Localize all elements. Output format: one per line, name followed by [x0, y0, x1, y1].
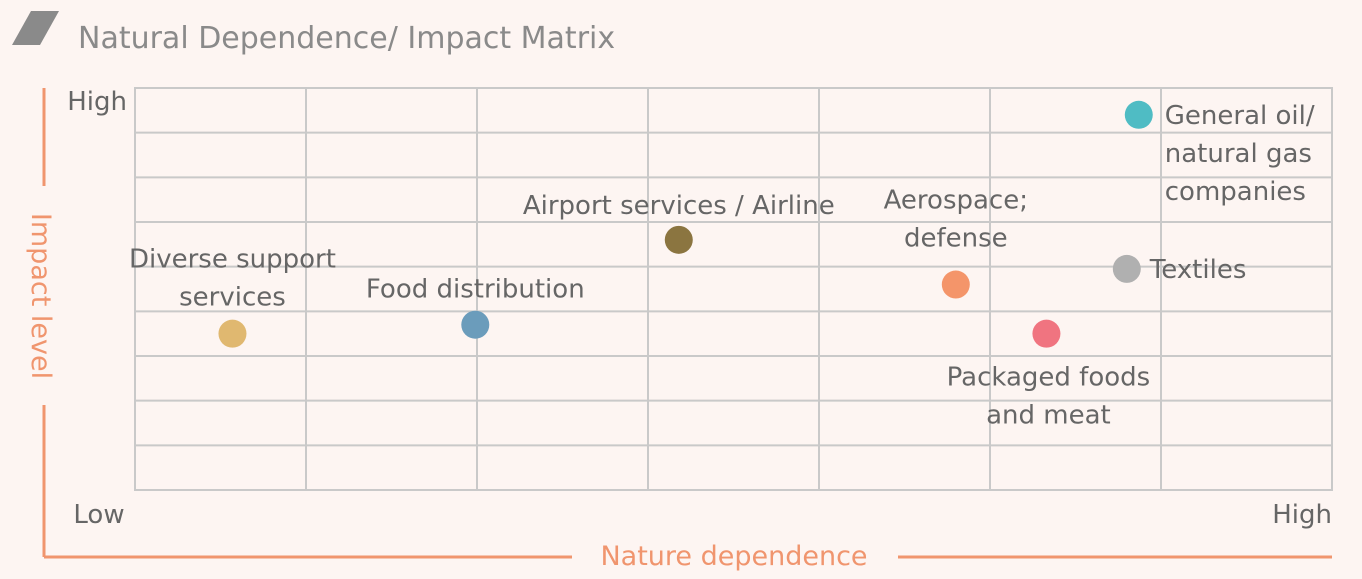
- point-label-general-oil-natural-gas-companies: companies: [1165, 177, 1306, 207]
- point-label-general-oil-natural-gas-companies: General oil/: [1165, 101, 1315, 131]
- x-axis-title: Nature dependence: [600, 541, 867, 572]
- point-packaged-foods-and-meat: [1032, 319, 1061, 348]
- point-airport-services-airline: [664, 225, 693, 254]
- point-label-diverse-support-services: services: [179, 283, 286, 313]
- point-label-packaged-foods-and-meat: and meat: [986, 401, 1111, 431]
- point-general-oil-natural-gas-companies: [1124, 100, 1153, 129]
- point-food-distribution: [461, 310, 490, 339]
- x-tick-label-high: High: [1272, 500, 1332, 530]
- point-label-aerospace-defense: Aerospace;: [884, 186, 1028, 216]
- y-tick-label-high: High: [67, 87, 127, 117]
- point-label-textiles: Textiles: [1149, 255, 1247, 285]
- point-label-packaged-foods-and-meat: Packaged foods: [947, 363, 1151, 393]
- point-label-food-distribution: Food distribution: [366, 275, 585, 305]
- title-icon: [12, 11, 59, 45]
- point-textiles: [1112, 254, 1141, 283]
- point-label-diverse-support-services: Diverse support: [129, 245, 336, 275]
- x-tick-label-low: Low: [73, 500, 124, 530]
- point-label-airport-services-airline: Airport services / Airline: [523, 191, 835, 221]
- data-points: Diverse support services Food distribution…: [129, 100, 1315, 431]
- point-aerospace-defense: [941, 270, 970, 299]
- point-label-aerospace-defense: defense: [904, 224, 1008, 254]
- plot-frame: [134, 87, 1333, 491]
- grid: [134, 87, 1333, 491]
- chart-title: Natural Dependence/ Impact Matrix: [78, 21, 615, 56]
- point-label-general-oil-natural-gas-companies: natural gas: [1165, 139, 1312, 169]
- point-diverse-support-services: [218, 319, 247, 348]
- y-axis-title: Impact level: [25, 213, 56, 379]
